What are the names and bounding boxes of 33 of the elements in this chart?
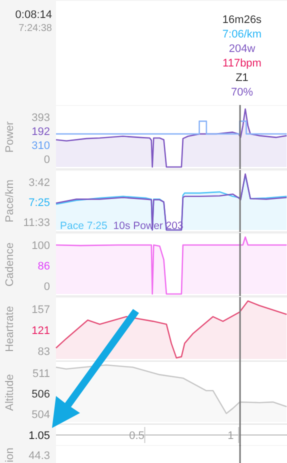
text: 0	[44, 281, 50, 293]
text: 310	[32, 140, 50, 152]
text: 157	[32, 304, 50, 316]
text: 100	[32, 240, 50, 252]
text: 204w	[228, 43, 256, 55]
y-axis-title: Power	[4, 121, 16, 153]
text: 121	[32, 325, 50, 337]
y-axis-title: Altitude	[4, 374, 16, 411]
y-axis-title: Heartrate	[4, 306, 16, 352]
y-axis-title: Pace/km	[4, 180, 16, 222]
text: 192	[32, 126, 50, 138]
text: ion	[4, 448, 16, 462]
text: Z1	[236, 72, 248, 84]
text: 11:33	[23, 217, 50, 229]
text: 70%	[230, 86, 254, 98]
text: 0	[44, 154, 50, 166]
y-axis-title: Cadence	[4, 242, 16, 287]
text: 44.3	[28, 450, 50, 462]
text: 3:42	[28, 177, 50, 189]
text: 86	[38, 260, 50, 272]
text: 117bpm	[222, 58, 262, 70]
text: 7:24:38	[18, 23, 52, 34]
text: 511	[32, 368, 50, 380]
text: 393	[32, 112, 50, 124]
text: 7:06/km	[222, 28, 262, 40]
text: 16m26s	[222, 14, 262, 26]
text: 504	[32, 409, 50, 421]
series-label: Pace 7:25	[60, 220, 108, 232]
text: 1.05	[28, 430, 50, 442]
text: 0:08:14	[15, 9, 52, 21]
text: 7:25	[28, 197, 50, 209]
text: 83	[38, 346, 50, 358]
text: 506	[32, 388, 50, 400]
